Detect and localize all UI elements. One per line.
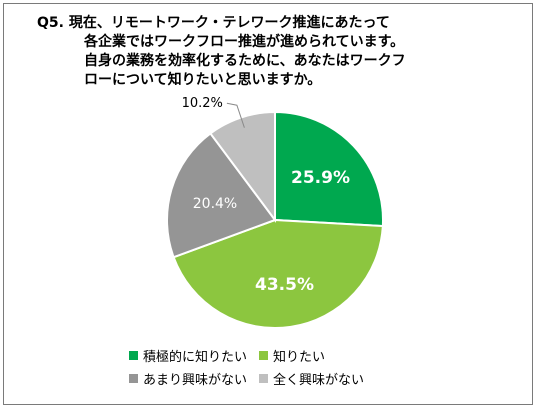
legend-item-amari: あまり興味がない bbox=[129, 369, 247, 388]
legend-row-1: 積極的に知りたい 知りたい bbox=[129, 344, 509, 367]
title-line-1: Q5. 現在、リモートワーク・テレワーク推進にあたって bbox=[37, 15, 390, 31]
legend-item-sekkyokuteki: 積極的に知りたい bbox=[129, 346, 247, 365]
data-label: 20.4% bbox=[193, 196, 237, 212]
legend-item-shiritai: 知りたい bbox=[259, 346, 325, 365]
slice-sekkyokuteki bbox=[274, 110, 384, 228]
legend-swatch bbox=[259, 374, 269, 383]
legend-swatch bbox=[129, 351, 138, 360]
legend-item-mattaku: 全く興味がない bbox=[259, 369, 364, 388]
legend-label: あまり興味がない bbox=[143, 373, 248, 388]
legend-label: 積極的に知りたい bbox=[143, 350, 248, 365]
legend-row-2: あまり興味がない 全く興味がない bbox=[129, 367, 509, 390]
data-label: 43.5% bbox=[255, 275, 314, 295]
chart-title: Q5. 現在、リモートワーク・テレワーク推進にあたって 各企業ではワークフロー推… bbox=[37, 14, 517, 90]
legend: 積極的に知りたい 知りたい あまり興味がない 全く興味がない bbox=[129, 344, 509, 390]
legend-swatch bbox=[259, 351, 269, 360]
title-line-4: ローについて知りたいと思いますか。 bbox=[84, 72, 322, 88]
slice-amari bbox=[166, 132, 277, 259]
legend-swatch bbox=[129, 374, 138, 383]
legend-label: 全く興味がない bbox=[273, 373, 365, 388]
data-label: 10.2% bbox=[182, 96, 223, 111]
leader-line bbox=[226, 102, 245, 128]
data-label: 25.9% bbox=[291, 168, 350, 188]
slice-shiritai bbox=[172, 218, 384, 329]
title-line-3: 自身の業務を効率化するために、あなたはワークフ bbox=[84, 53, 406, 69]
title-line-2: 各企業ではワークフロー推進が進められています。 bbox=[84, 34, 405, 50]
legend-label: 知りたい bbox=[273, 350, 326, 365]
